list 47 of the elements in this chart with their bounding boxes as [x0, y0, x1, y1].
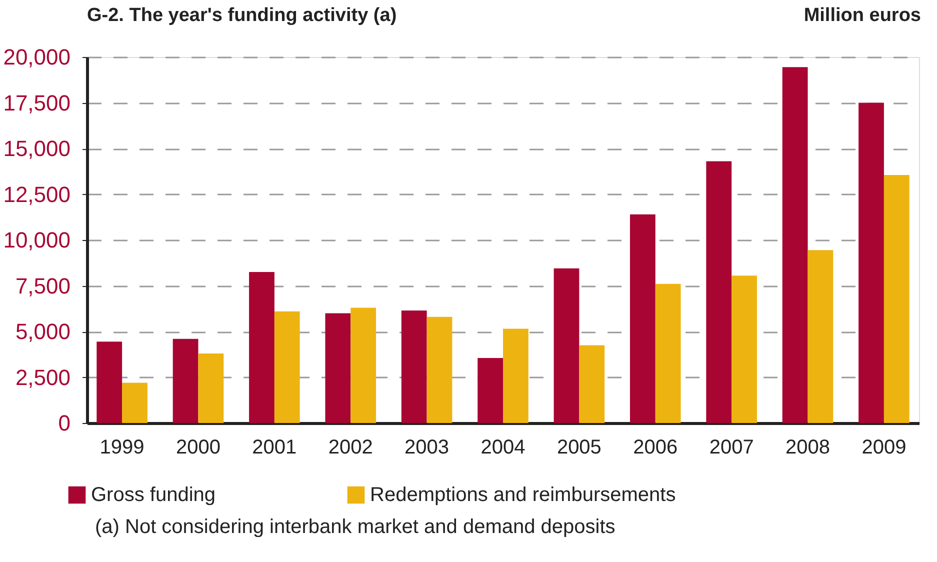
bar [96, 342, 122, 423]
x-tick-label: 2002 [328, 436, 373, 458]
x-tick-label: 2000 [176, 436, 220, 458]
x-tick-label: 2004 [480, 436, 526, 458]
x-tick-label: 2008 [786, 436, 830, 458]
x-tick-label: 2001 [252, 436, 297, 458]
x-tick-label: 2006 [633, 436, 678, 458]
bar [274, 311, 300, 423]
legend-label: Redemptions and reimbursements [370, 484, 676, 506]
x-tick-label: 2007 [709, 436, 754, 458]
text: (a) Not considering interbank market and demand deposits [95, 516, 616, 538]
bar [249, 272, 274, 423]
x-tick-label: 2005 [556, 436, 602, 458]
bar [503, 328, 528, 423]
x-tick-label: 2003 [404, 436, 450, 458]
bar [426, 316, 452, 423]
y-tick-label: 17,500 [3, 90, 70, 116]
bar [858, 102, 884, 423]
y-tick-label: 20,000 [3, 44, 70, 70]
bar [884, 175, 910, 423]
bar [122, 382, 148, 423]
bar [732, 276, 757, 423]
bar [401, 310, 427, 423]
y-tick-label: 12,500 [3, 182, 70, 207]
y-tick-label: 15,000 [3, 136, 70, 161]
bar [579, 345, 605, 423]
bar [808, 250, 834, 423]
y-tick-label: 7,500 [15, 273, 70, 298]
bar [325, 313, 351, 423]
legend-label: Gross funding [91, 484, 216, 506]
x-tick-label: 1999 [100, 436, 144, 458]
bar [198, 353, 224, 423]
bar [706, 161, 732, 423]
bar [350, 308, 376, 423]
bar [782, 67, 808, 423]
bar [630, 214, 656, 423]
chart-title: G-2. The year's funding activity (a) [87, 5, 397, 26]
bar [478, 358, 503, 423]
bar [172, 338, 198, 423]
bar [554, 268, 580, 423]
y-tick-label: 5,000 [15, 319, 70, 344]
y-tick-label: 0 [58, 410, 70, 436]
x-tick-label: 2009 [862, 436, 906, 458]
y-tick-label: 10,000 [3, 228, 70, 252]
y-axis-title: Million euros [804, 5, 921, 26]
y-tick-label: 2,500 [15, 364, 70, 390]
bar [655, 284, 681, 423]
